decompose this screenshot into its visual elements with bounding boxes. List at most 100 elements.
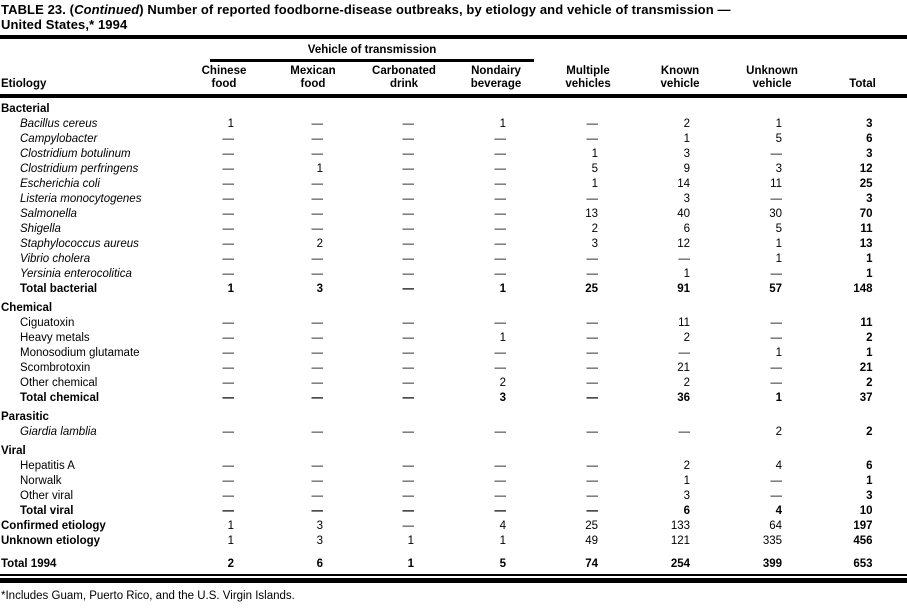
- row-label: Clostridium perfringens: [20, 163, 139, 175]
- cell-value: —: [678, 426, 691, 438]
- outbreaks-table: Vehicle of transmission Etiology Chinese…: [0, 39, 907, 576]
- cell-value: 1: [775, 253, 783, 265]
- table-row: Giardia lamblia — — — — — — 2 2: [0, 425, 907, 440]
- section-header-row: Bacterial: [0, 96, 907, 117]
- cell-value: 1: [227, 118, 234, 130]
- cell-value: 14: [677, 178, 691, 190]
- cell-value: —: [222, 332, 235, 344]
- cell-value: 2: [683, 460, 691, 472]
- cell-value: —: [494, 178, 507, 190]
- cell-value: 11: [860, 223, 873, 235]
- cell-value: —: [222, 362, 235, 374]
- table-row: Total 1994 2 6 1 5 74 254 399 653: [0, 549, 907, 576]
- cell-value: —: [311, 223, 324, 235]
- cell-value: —: [402, 178, 415, 190]
- cell-value: 1: [227, 520, 234, 532]
- cell-value: —: [222, 178, 235, 190]
- column-header-known-vehicle: Known vehicle: [660, 65, 700, 90]
- cell-value: —: [402, 238, 415, 250]
- cell-value: —: [494, 268, 507, 280]
- cell-value: —: [222, 208, 235, 220]
- row-label: Heavy metals: [20, 332, 90, 344]
- row-label: Yersinia enterocolitica: [20, 268, 132, 280]
- row-label: Hepatitis A: [20, 460, 75, 472]
- cell-value: —: [311, 490, 324, 502]
- cell-value: 2: [866, 426, 873, 438]
- cell-value: 1: [775, 118, 783, 130]
- cell-value: 5: [775, 223, 783, 235]
- cell-value: 335: [762, 535, 783, 547]
- cell-value: —: [222, 426, 235, 438]
- spanner-spacer-right: [542, 39, 907, 62]
- cell-value: —: [402, 490, 415, 502]
- cell-value: 1: [407, 535, 414, 547]
- cell-value: —: [402, 475, 415, 487]
- row-label: Giardia lamblia: [20, 426, 97, 438]
- cell-value: —: [770, 193, 783, 205]
- cell-value: —: [770, 148, 783, 160]
- cell-value: 3: [591, 238, 599, 250]
- cell-value: —: [770, 490, 783, 502]
- cell-value: 3: [866, 193, 873, 205]
- cell-value: —: [494, 148, 507, 160]
- row-label: Salmonella: [20, 208, 77, 220]
- spanner-spacer-left: [0, 39, 180, 62]
- table-row: Norwalk — — — — — 1 — 1: [0, 474, 907, 489]
- cell-value: 1: [591, 148, 599, 160]
- row-label: Total viral: [20, 505, 74, 517]
- table-row: Confirmed etiology 1 3 — 4 25 133 64 197: [0, 519, 907, 534]
- cell-value: —: [402, 208, 415, 220]
- cell-value: 5: [775, 133, 783, 145]
- table-row: Hepatitis A — — — — — 2 4 6: [0, 459, 907, 474]
- row-label: Shigella: [20, 223, 61, 235]
- cell-value: —: [222, 317, 235, 329]
- cell-value: 1: [866, 347, 873, 359]
- cell-value: —: [494, 475, 507, 487]
- cell-value: —: [402, 426, 415, 438]
- cell-value: —: [222, 460, 235, 472]
- cell-value: 2: [775, 426, 783, 438]
- column-header-chinese-food: Chinese food: [201, 65, 247, 90]
- cell-value: —: [494, 426, 507, 438]
- cell-value: —: [678, 253, 691, 265]
- cell-value: —: [311, 505, 324, 517]
- cell-value: —: [494, 505, 507, 517]
- cell-value: 2: [499, 377, 507, 389]
- cell-value: 21: [677, 362, 691, 374]
- cell-value: —: [222, 392, 235, 404]
- summary-row-label: Confirmed etiology: [1, 520, 106, 532]
- cell-value: 456: [853, 535, 873, 547]
- cell-value: 3: [683, 193, 691, 205]
- cell-value: —: [770, 377, 783, 389]
- cell-value: —: [311, 148, 324, 160]
- row-label: Escherichia coli: [20, 178, 100, 190]
- cell-value: —: [222, 347, 235, 359]
- cell-value: —: [222, 475, 235, 487]
- cell-value: 9: [683, 163, 691, 175]
- cell-value: 133: [670, 520, 691, 532]
- cell-value: —: [402, 332, 415, 344]
- cell-value: 2: [316, 238, 323, 250]
- cell-value: 36: [677, 392, 691, 404]
- row-label: Campylobacter: [20, 133, 98, 145]
- table-row: Escherichia coli — — — — 1 14 11 25: [0, 177, 907, 192]
- cell-value: —: [222, 253, 235, 265]
- cell-value: 3: [316, 283, 323, 295]
- cell-value: —: [222, 238, 235, 250]
- cell-value: —: [311, 253, 324, 265]
- cell-value: —: [311, 475, 324, 487]
- cell-value: —: [586, 362, 599, 374]
- cell-value: 13: [585, 208, 599, 220]
- cell-value: —: [494, 253, 507, 265]
- cell-value: 6: [866, 133, 873, 145]
- cell-value: —: [494, 460, 507, 472]
- cell-value: 6: [866, 460, 873, 472]
- cell-value: 1: [227, 283, 234, 295]
- cell-value: 12: [677, 238, 691, 250]
- cell-value: 91: [677, 283, 691, 295]
- row-label: Listeria monocytogenes: [20, 193, 142, 205]
- cell-value: —: [222, 490, 235, 502]
- cell-value: 49: [585, 535, 599, 547]
- cell-value: —: [311, 317, 324, 329]
- table-row: Vibrio cholera — — — — — — 1 1: [0, 252, 907, 267]
